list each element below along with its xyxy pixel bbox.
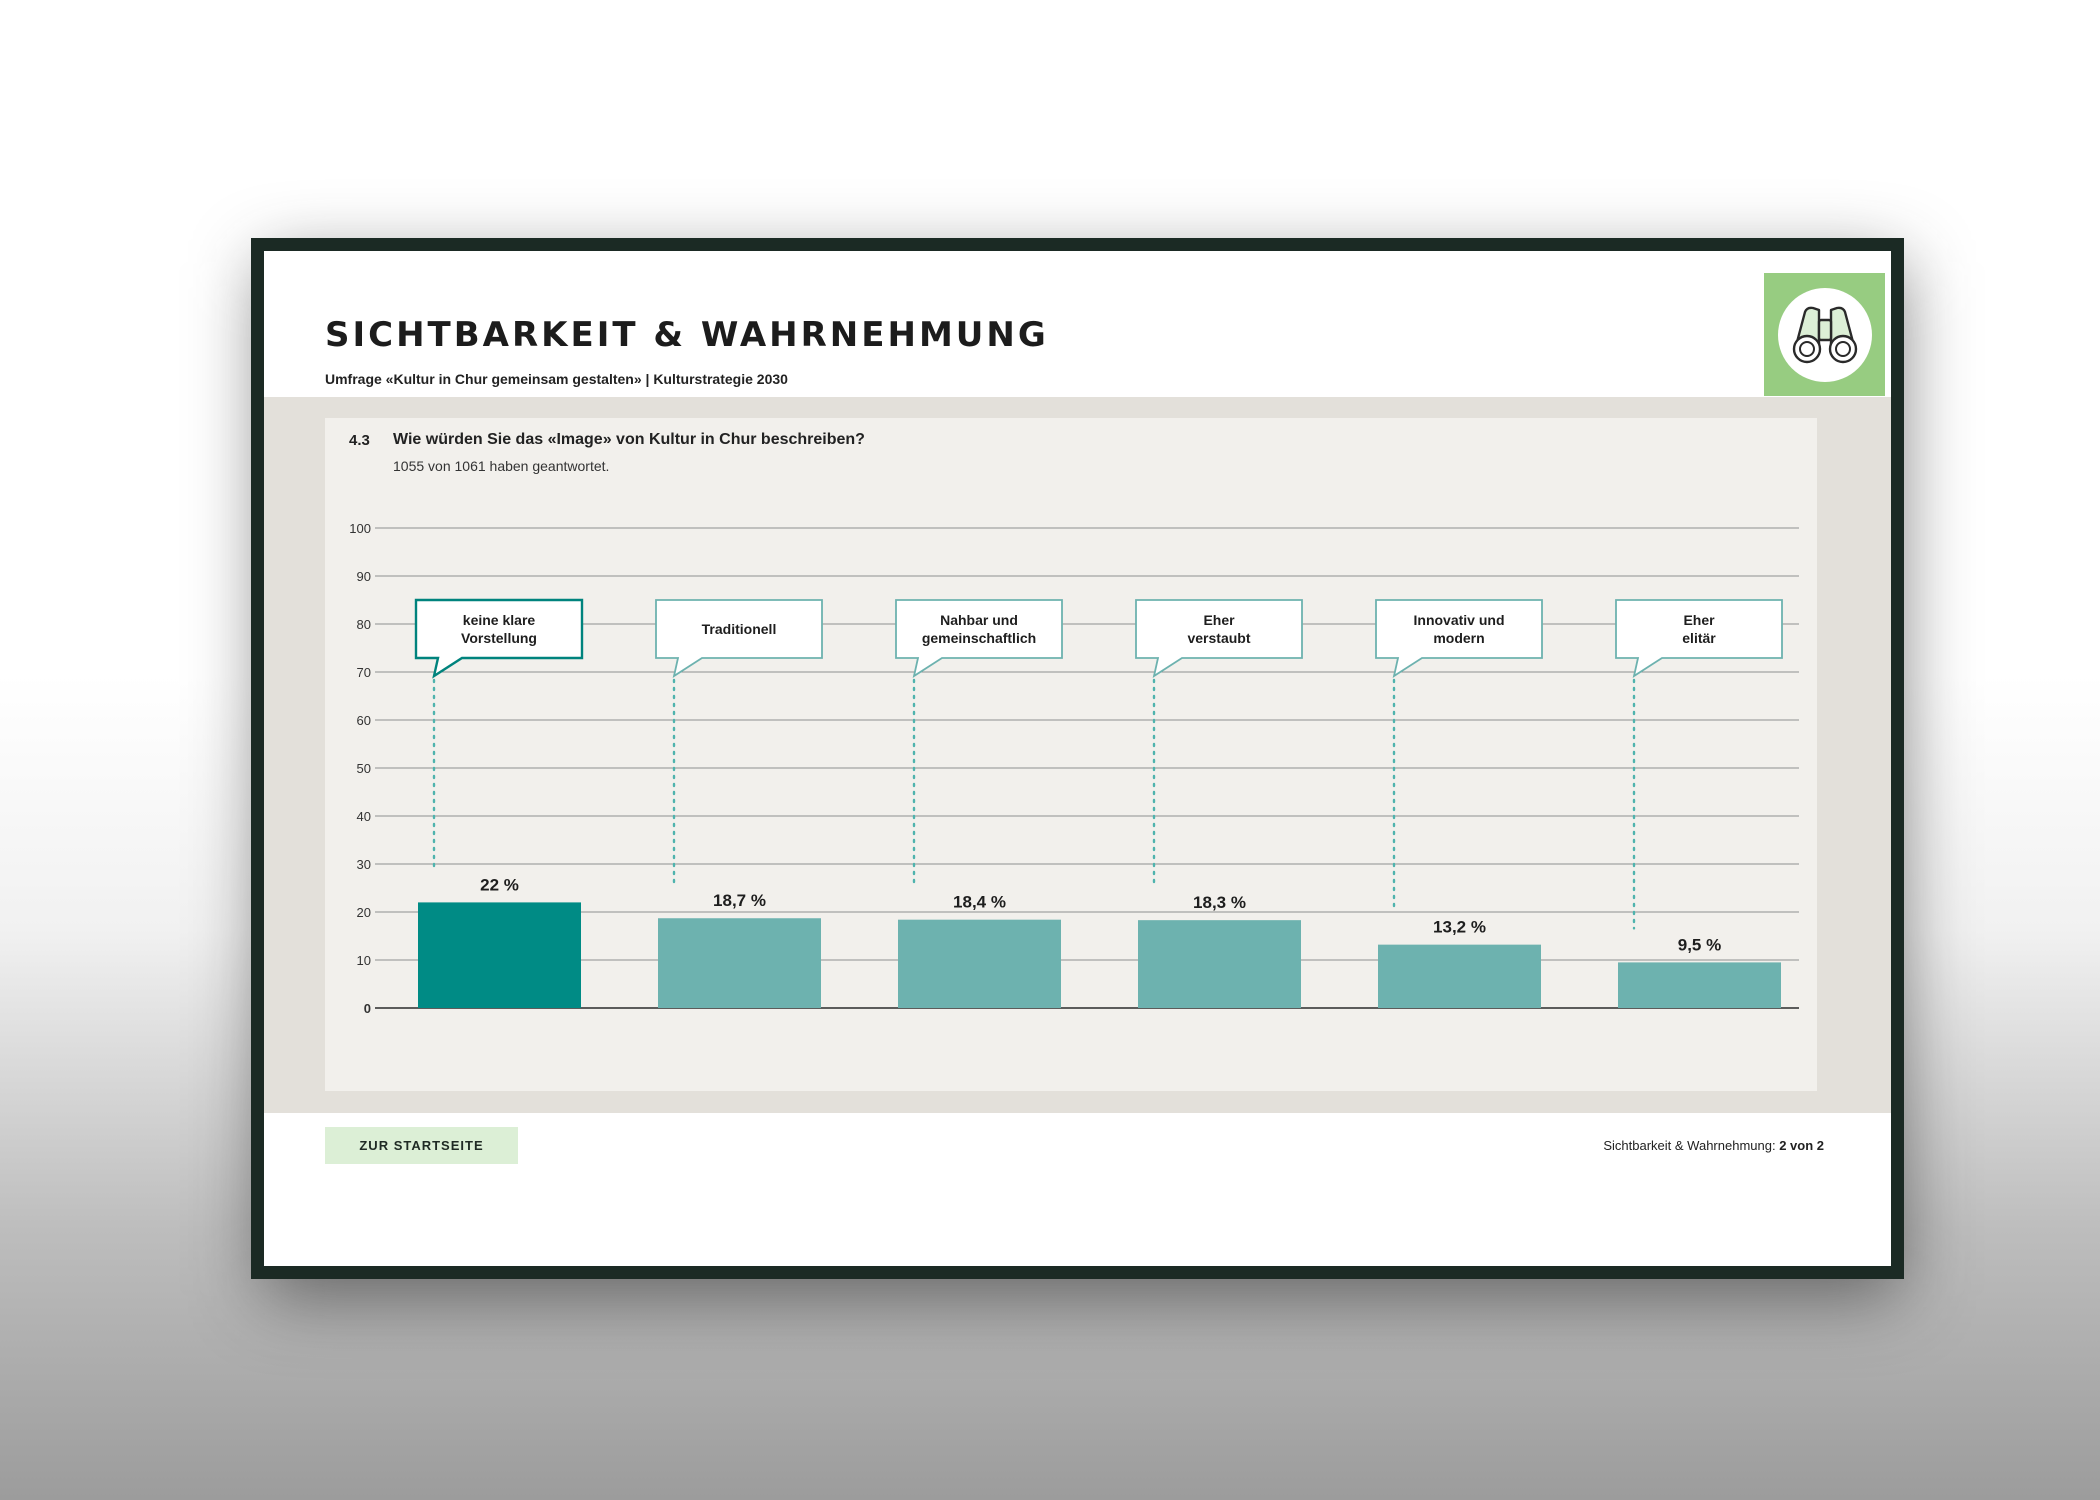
category-label: Innovativ und modern bbox=[1414, 612, 1505, 646]
page-title: SICHTBARKEIT & WAHRNEHMUNG bbox=[325, 315, 1049, 355]
question-text: Wie würden Sie das «Image» von Kultur in… bbox=[393, 431, 865, 448]
data-label: 18,7 % bbox=[713, 891, 766, 910]
y-tick-label: 20 bbox=[357, 905, 371, 920]
bar bbox=[1138, 920, 1301, 1008]
category-label: Traditionell bbox=[702, 621, 777, 637]
chart-card: 4.3 Wie würden Sie das «Image» von Kultu… bbox=[325, 418, 1817, 1091]
y-tick-label: 100 bbox=[349, 521, 371, 536]
bar bbox=[658, 918, 821, 1008]
data-label: 18,4 % bbox=[953, 893, 1006, 912]
category-label: Eher elitär bbox=[1682, 612, 1716, 646]
data-label: 18,3 % bbox=[1193, 893, 1246, 912]
callout-box bbox=[1615, 599, 1783, 678]
data-label: 13,2 % bbox=[1433, 918, 1486, 937]
slide-screen: SICHTBARKEIT & WAHRNEHMUNG Umfrage «Kult… bbox=[264, 251, 1891, 1266]
page-footer: Sichtbarkeit & Wahrnehmung: 2 von 2 bbox=[1603, 1138, 1824, 1153]
y-tick-label: 90 bbox=[357, 569, 371, 584]
category-label: Eher verstaubt bbox=[1187, 612, 1250, 646]
category-label: Nahbar und gemeinschaftlich bbox=[922, 612, 1036, 646]
page-subtitle: Umfrage «Kultur in Chur gemeinsam gestal… bbox=[325, 371, 788, 387]
y-tick-label: 10 bbox=[357, 953, 371, 968]
bar bbox=[418, 902, 581, 1008]
home-button[interactable]: ZUR STARTSEITE bbox=[325, 1127, 518, 1164]
binoculars-icon bbox=[1792, 306, 1857, 363]
y-tick-label: 70 bbox=[357, 665, 371, 680]
y-tick-label: 0 bbox=[364, 1001, 371, 1016]
category-label: keine klare Vorstellung bbox=[461, 612, 537, 646]
response-count: 1055 von 1061 haben geantwortet. bbox=[393, 458, 610, 474]
bar bbox=[1618, 962, 1781, 1008]
callout-box bbox=[1135, 599, 1303, 678]
bar bbox=[1378, 944, 1541, 1008]
y-tick-label: 50 bbox=[357, 761, 371, 776]
y-tick-label: 60 bbox=[357, 713, 371, 728]
y-tick-label: 80 bbox=[357, 617, 371, 632]
y-tick-label: 40 bbox=[357, 809, 371, 824]
callout-box bbox=[414, 598, 584, 679]
callout-box bbox=[655, 599, 823, 678]
section-badge bbox=[1764, 273, 1885, 396]
bar-chart: 0 10 20 30 40 50 60 70 80 90 100 22 % keine klare Vor… bbox=[349, 521, 1799, 1016]
callout-box bbox=[1375, 599, 1543, 678]
badge-circle bbox=[1777, 287, 1872, 382]
data-label: 22 % bbox=[480, 875, 519, 894]
callout-box bbox=[895, 599, 1063, 678]
footer-section-label: Sichtbarkeit & Wahrnehmung: bbox=[1603, 1138, 1776, 1153]
question-number: 4.3 bbox=[349, 432, 370, 449]
device-frame: SICHTBARKEIT & WAHRNEHMUNG Umfrage «Kult… bbox=[251, 238, 1904, 1279]
data-label: 9,5 % bbox=[1678, 935, 1721, 954]
bar bbox=[898, 919, 1061, 1008]
page-indicator: 2 von 2 bbox=[1779, 1138, 1824, 1153]
y-tick-label: 30 bbox=[357, 857, 371, 872]
